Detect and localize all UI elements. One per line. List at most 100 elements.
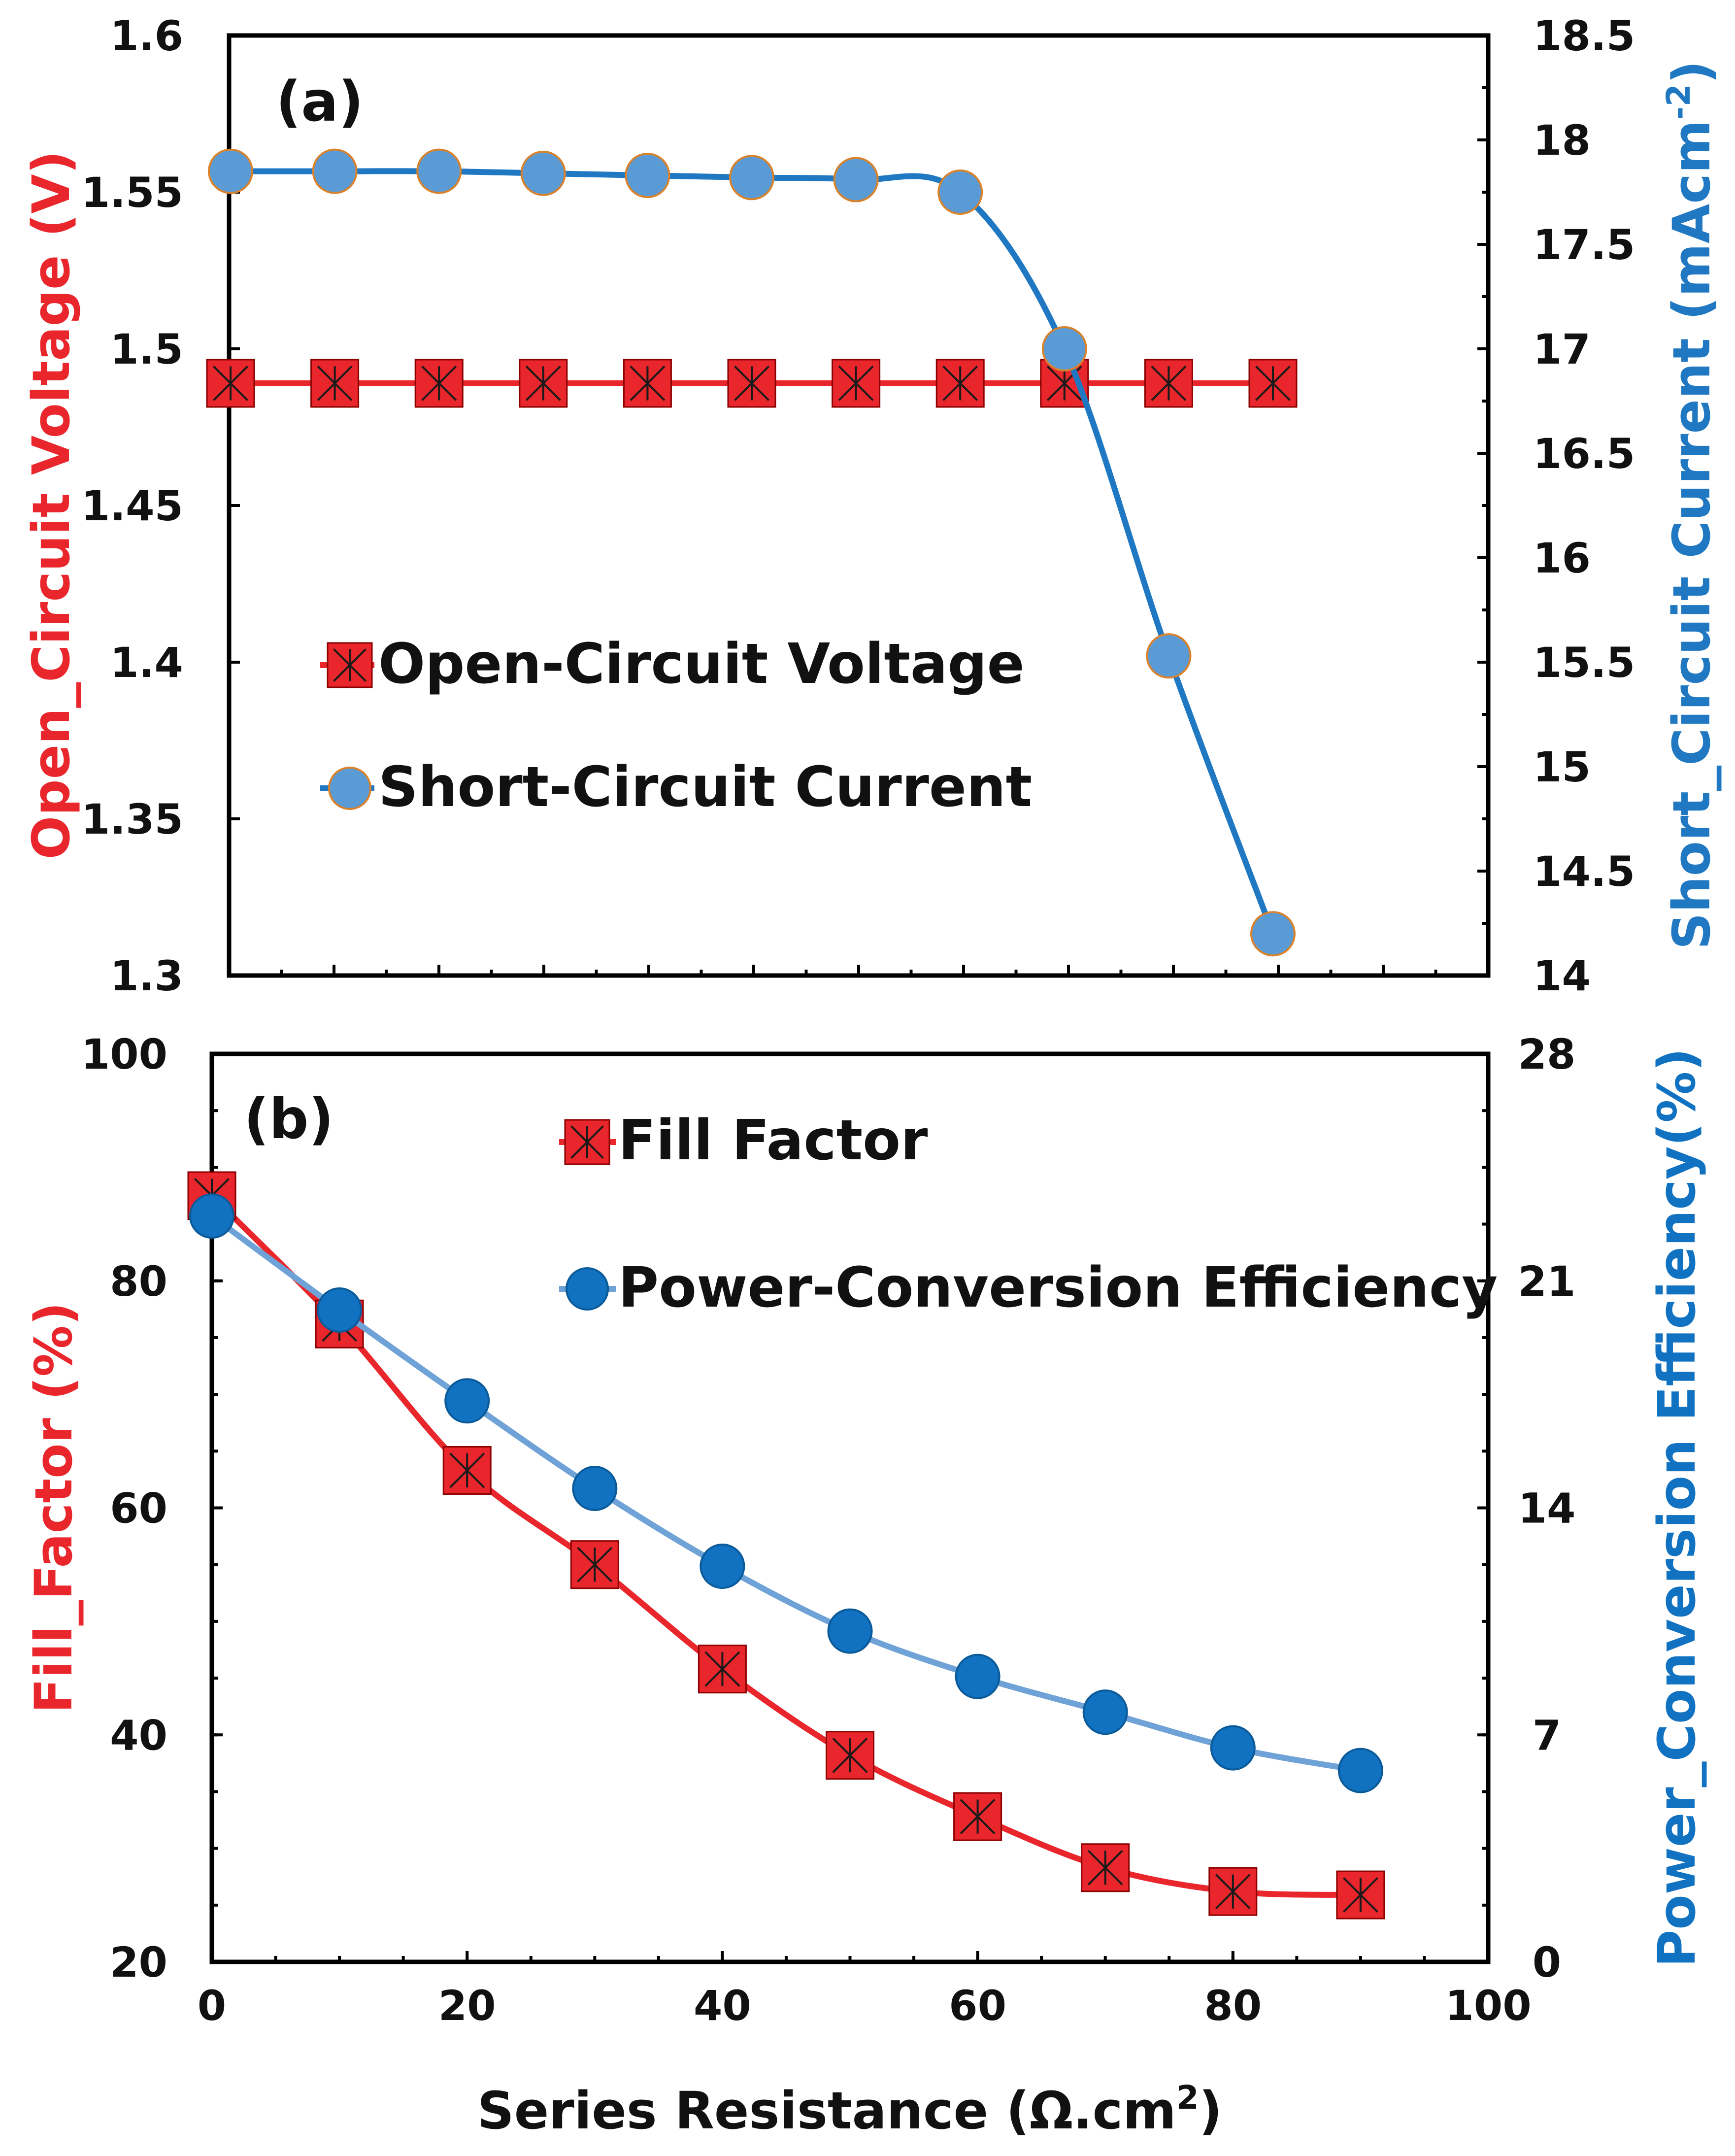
- b-right-tick-label: 14: [1518, 1484, 1576, 1533]
- jsc-point: [729, 155, 774, 201]
- jsc-series: [208, 148, 1296, 957]
- panel-a-label: (a): [276, 70, 364, 134]
- ff-series: [187, 1171, 1385, 1920]
- a-right-tick-label: 16.5: [1533, 430, 1635, 478]
- pce-point: [955, 1653, 1001, 1699]
- a-right-tick-label: 14: [1533, 952, 1591, 1000]
- x-axis-title-sup: 2: [1176, 2079, 1199, 2117]
- pce-point: [827, 1608, 873, 1654]
- jsc-point: [1041, 326, 1087, 371]
- x-axis-title-end: ): [1199, 2081, 1223, 2141]
- b-x-tick-label: 60: [949, 1982, 1006, 2030]
- x-axis-title: Series Resistance (Ω.cm2): [477, 2079, 1222, 2141]
- ff-point: [570, 1540, 619, 1589]
- panel-b-label: (b): [244, 1087, 334, 1151]
- panel-a-right-tick-labels: 14 14.5 15 15.5 16 16.5 17 17.5 18 18.5: [1533, 12, 1635, 1000]
- pce-point: [1082, 1689, 1128, 1735]
- voc-point: [310, 359, 360, 408]
- jsc-point: [937, 169, 983, 215]
- voc-series: [206, 359, 1298, 408]
- ff-point: [953, 1792, 1002, 1841]
- legend-voc-square: [327, 642, 373, 688]
- voc-point: [519, 359, 568, 408]
- b-x-tick-label: 100: [1445, 1982, 1531, 2030]
- jsc-point: [208, 148, 253, 194]
- voc-point: [1248, 359, 1298, 408]
- b-left-tick-label: 40: [110, 1711, 167, 1759]
- pce-point: [1210, 1725, 1256, 1771]
- jsc-line: [231, 168, 1276, 935]
- jsc-point: [312, 148, 358, 194]
- b-left-tick-label: 100: [81, 1030, 167, 1078]
- a-left-tick-label: 1.6: [110, 12, 183, 60]
- pce-point: [700, 1543, 745, 1589]
- panel-b-legend: Fill Factor Power-Conversion Efficiency: [559, 1109, 1498, 1320]
- legend-jsc-circle: [328, 767, 371, 810]
- ff-point: [442, 1446, 492, 1495]
- a-left-tick-label: 1.45: [81, 482, 183, 530]
- b-left-tick-label: 60: [110, 1484, 167, 1533]
- ff-line: [209, 1193, 1361, 1898]
- panel-b-right-tick-labels: 0 7 14 21 28: [1518, 1030, 1576, 1987]
- a-left-tick-label: 1.3: [110, 952, 183, 1000]
- jsc-point: [1146, 633, 1192, 679]
- legend-ff-square: [564, 1119, 610, 1165]
- b-left-tick-label: 20: [110, 1938, 167, 1987]
- panel-a-left-tick-labels: 1.3 1.35 1.4 1.45 1.5 1.55 1.6: [81, 12, 183, 1000]
- ff-point: [1336, 1870, 1385, 1920]
- b-right-tick-label: 28: [1518, 1030, 1576, 1078]
- a-right-tick-label: 17: [1533, 325, 1591, 373]
- legend-voc-marker: [320, 642, 374, 688]
- jsc-axis-title-main: Short_Circuit Current (mAcm: [1662, 120, 1722, 950]
- b-x-tick-label: 40: [694, 1982, 751, 2030]
- pce-series: [189, 1193, 1383, 1793]
- legend-ff-marker: [559, 1119, 616, 1165]
- legend-jsc-label: Short-Circuit Current: [378, 755, 1032, 819]
- b-right-tick-label: 0: [1533, 1938, 1561, 1987]
- jsc-axis-title: Short_Circuit Current (mAcm-2): [1660, 61, 1722, 950]
- ff-point: [698, 1645, 747, 1694]
- legend-ff-label: Fill Factor: [618, 1109, 928, 1173]
- b-x-tick-label: 80: [1204, 1982, 1262, 2030]
- pce-point: [317, 1287, 363, 1333]
- legend-pce-circle: [566, 1267, 609, 1311]
- voc-point: [623, 359, 672, 408]
- pce-point: [1337, 1748, 1383, 1793]
- panel-a-ticks: [228, 34, 1490, 977]
- voc-point: [727, 359, 776, 408]
- pce-axis-title: Power_Conversion Efficiency(%): [1647, 1048, 1707, 1967]
- jsc-point: [1250, 911, 1296, 957]
- panel-b-frame: [209, 1051, 1491, 1964]
- x-axis-title-main: Series Resistance (Ω.cm: [477, 2081, 1176, 2141]
- legend-jsc-marker: [320, 767, 374, 810]
- pce-point: [189, 1193, 234, 1239]
- jsc-point: [416, 148, 462, 194]
- a-left-tick-label: 1.55: [81, 168, 183, 217]
- legend-pce-marker: [559, 1267, 616, 1311]
- a-right-tick-label: 15.5: [1533, 639, 1635, 687]
- b-right-tick-label: 7: [1533, 1711, 1561, 1759]
- jsc-axis-title-sup: -2: [1660, 84, 1698, 120]
- voc-point: [832, 359, 881, 408]
- pce-line: [210, 1213, 1361, 1774]
- legend-pce-label: Power-Conversion Efficiency: [618, 1256, 1498, 1320]
- a-left-tick-label: 1.35: [81, 795, 183, 843]
- a-right-tick-label: 16: [1533, 534, 1591, 582]
- panel-b: 20 40 60 80 100 0 7 14 21 28 0 20 40 60 80 100 (b) Fi…: [24, 1030, 1707, 2141]
- a-right-tick-label: 18: [1533, 116, 1591, 165]
- voc-point: [935, 359, 985, 408]
- a-right-tick-label: 14.5: [1533, 847, 1635, 896]
- b-x-tick-label: 20: [438, 1982, 496, 2030]
- pce-point: [572, 1466, 618, 1512]
- ff-point: [1208, 1867, 1258, 1916]
- a-left-tick-label: 1.5: [110, 325, 183, 373]
- a-right-tick-label: 15: [1533, 743, 1591, 791]
- a-right-tick-label: 18.5: [1533, 12, 1635, 60]
- pce-point: [444, 1378, 490, 1424]
- panel-b-left-tick-labels: 20 40 60 80 100: [81, 1030, 167, 1987]
- b-left-tick-label: 80: [110, 1257, 167, 1306]
- jsc-point: [625, 153, 670, 199]
- b-right-tick-label: 21: [1518, 1257, 1576, 1306]
- voc-point: [414, 359, 464, 408]
